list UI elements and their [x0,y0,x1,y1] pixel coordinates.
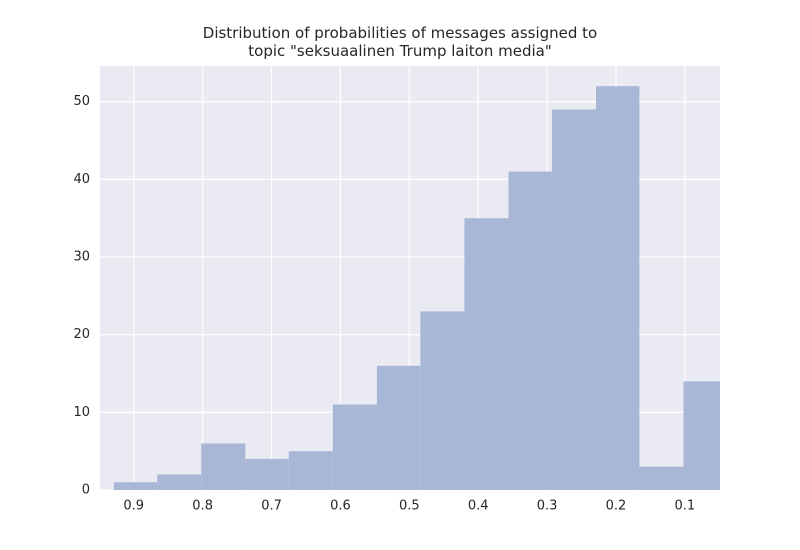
bar [683,381,720,490]
x-tick-label: 0.7 [261,499,282,514]
x-tick-label: 0.5 [399,499,420,514]
bar [508,171,552,490]
bar [245,458,289,490]
bar [551,109,596,490]
bar [464,218,509,490]
bar [332,404,377,490]
x-tick-label: 0.6 [330,499,351,514]
bar [596,86,640,490]
bar [420,311,465,490]
chart-title: Distribution of probabilities of message… [202,24,598,60]
y-tick-label: 30 [73,250,90,265]
x-tick-label: 0.4 [468,499,489,514]
bar [639,466,684,490]
y-tick-label: 50 [73,94,90,109]
x-tick-label: 0.9 [123,499,144,514]
y-tick-label: 40 [73,172,90,187]
x-tick-label: 0.3 [537,499,558,514]
y-tick-label: 0 [82,483,90,498]
bar [201,443,246,490]
x-tick-label: 0.1 [675,499,696,514]
x-tick-label: 0.2 [606,499,627,514]
bar [376,365,421,490]
bar [113,482,158,490]
x-tick-label: 0.8 [192,499,213,514]
y-tick-label: 10 [73,405,90,420]
bar [288,451,333,490]
y-tick-label: 20 [73,327,90,342]
bar [157,474,202,490]
